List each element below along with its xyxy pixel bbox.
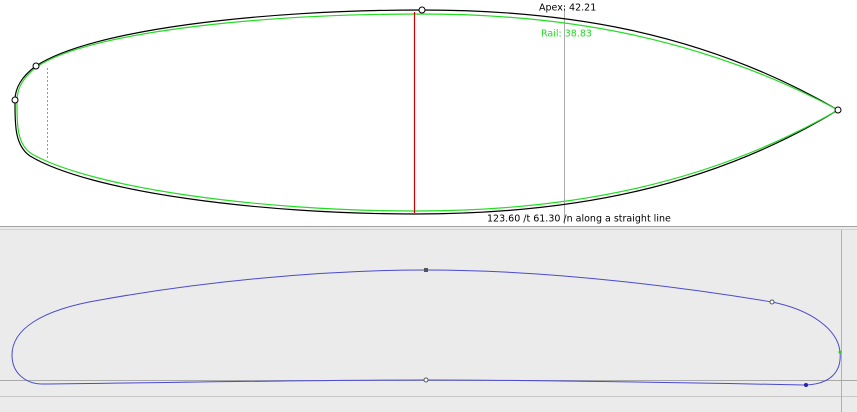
- control-point[interactable]: [423, 377, 429, 383]
- rail-label: Rail: 38.83: [541, 29, 592, 40]
- control-point[interactable]: [418, 6, 426, 14]
- measure-label: 123.60 /t 61.30 /n along a straight line: [487, 214, 671, 225]
- control-point[interactable]: [838, 350, 842, 354]
- apex-label: Apex: 42.21: [539, 3, 596, 14]
- control-point[interactable]: [804, 383, 808, 387]
- control-point[interactable]: [11, 96, 19, 104]
- control-point[interactable]: [834, 106, 842, 114]
- control-point[interactable]: [32, 62, 40, 70]
- control-point[interactable]: [424, 268, 428, 272]
- control-point[interactable]: [769, 299, 775, 305]
- profile-view[interactable]: [0, 226, 857, 412]
